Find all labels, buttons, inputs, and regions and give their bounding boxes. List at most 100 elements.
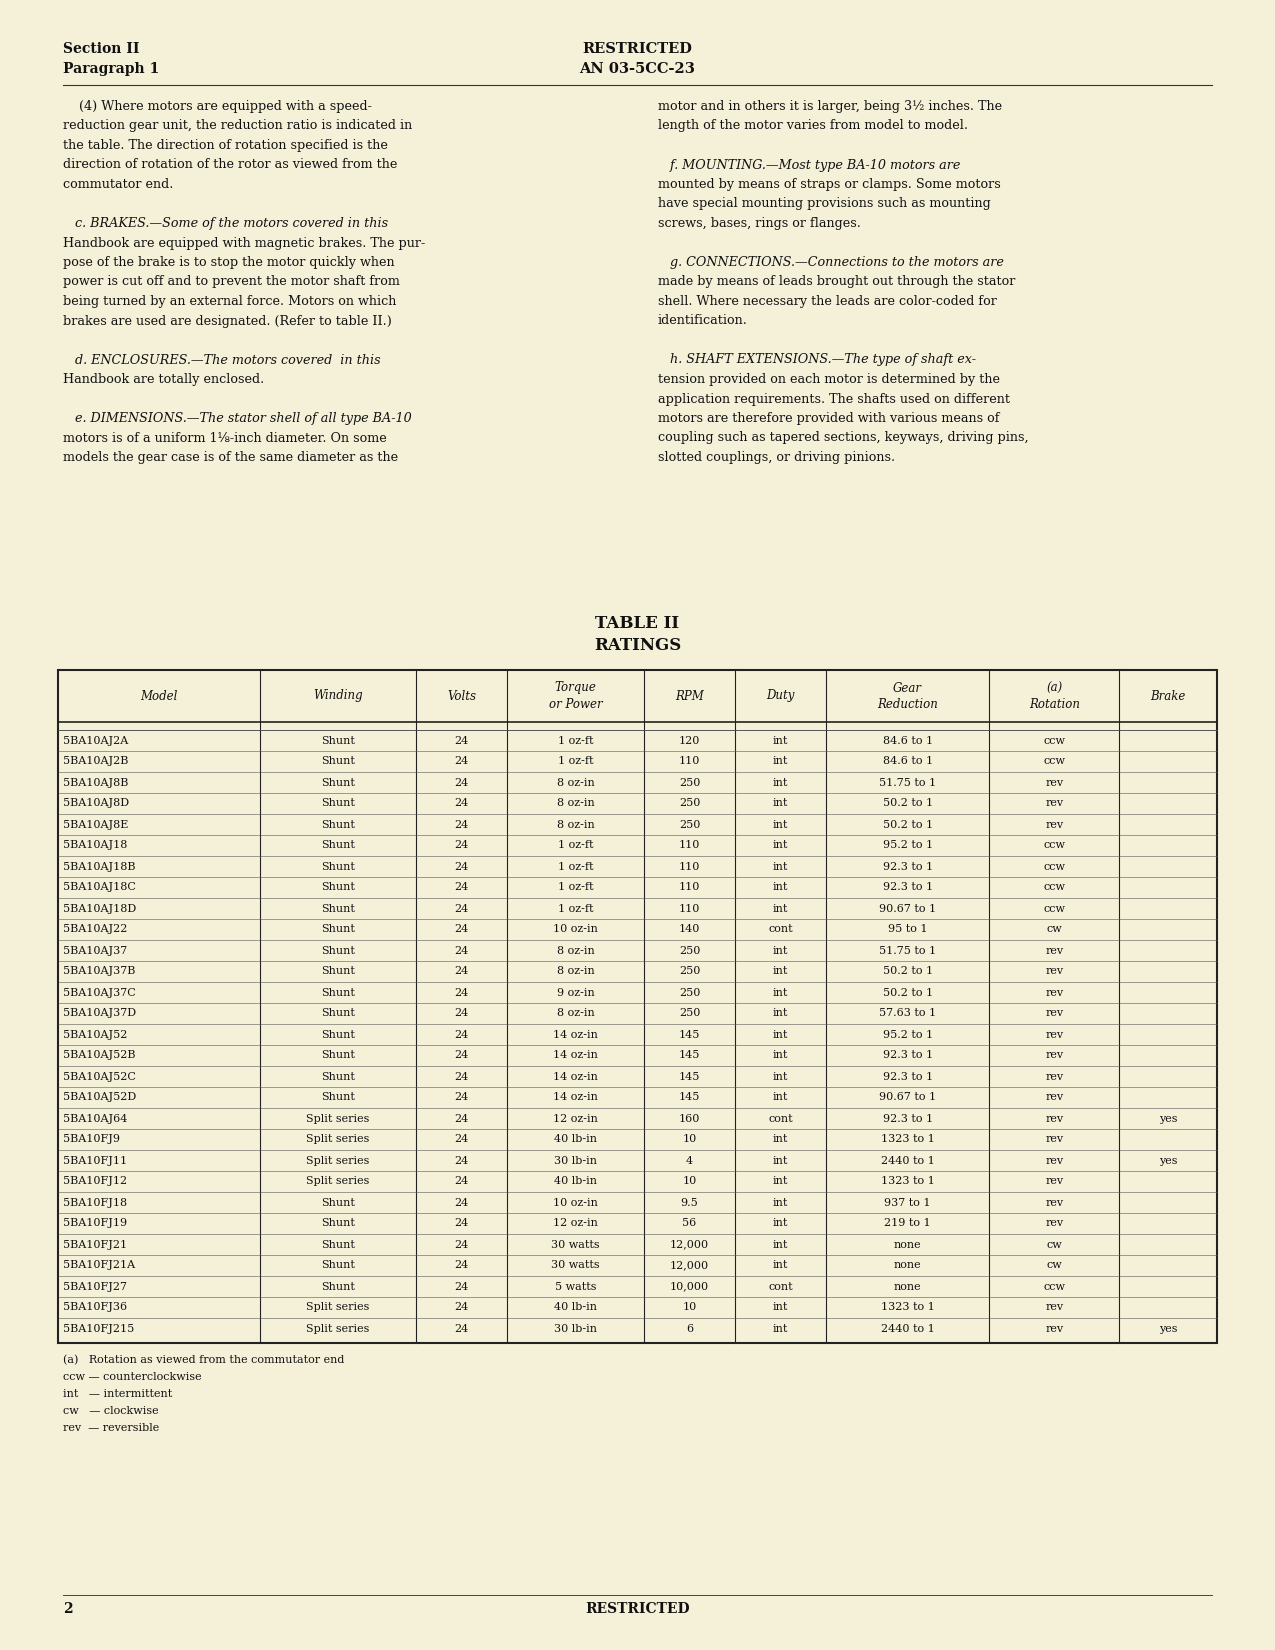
Text: rev: rev bbox=[1046, 1198, 1063, 1208]
Text: 5BA10AJ2A: 5BA10AJ2A bbox=[62, 736, 129, 746]
Text: 24: 24 bbox=[455, 1239, 469, 1249]
Text: Shunt: Shunt bbox=[321, 840, 354, 850]
Text: reduction gear unit, the reduction ratio is indicated in: reduction gear unit, the reduction ratio… bbox=[62, 119, 412, 132]
Text: cw: cw bbox=[1047, 1261, 1062, 1270]
Text: 5BA10AJ18D: 5BA10AJ18D bbox=[62, 904, 136, 914]
Text: 5BA10FJ18: 5BA10FJ18 bbox=[62, 1198, 128, 1208]
Text: 1 oz-ft: 1 oz-ft bbox=[558, 756, 593, 767]
Text: 110: 110 bbox=[678, 840, 700, 850]
Text: int: int bbox=[773, 1092, 788, 1102]
Text: Handbook are equipped with magnetic brakes. The pur-: Handbook are equipped with magnetic brak… bbox=[62, 236, 426, 249]
Text: d. ENCLOSURES.—The motors covered  in this: d. ENCLOSURES.—The motors covered in thi… bbox=[62, 353, 381, 366]
Text: int: int bbox=[773, 820, 788, 830]
Text: (a)
Rotation: (a) Rotation bbox=[1029, 681, 1080, 711]
Text: 24: 24 bbox=[455, 820, 469, 830]
Text: motors are therefore provided with various means of: motors are therefore provided with vario… bbox=[658, 412, 1000, 426]
Text: Shunt: Shunt bbox=[321, 1239, 354, 1249]
Text: 14 oz-in: 14 oz-in bbox=[553, 1030, 598, 1040]
Text: 8 oz-in: 8 oz-in bbox=[557, 799, 594, 808]
Text: 51.75 to 1: 51.75 to 1 bbox=[880, 945, 936, 955]
Text: f. MOUNTING.—Most type BA-10 motors are: f. MOUNTING.—Most type BA-10 motors are bbox=[658, 158, 960, 172]
Text: ccw: ccw bbox=[1043, 840, 1065, 850]
Text: cw: cw bbox=[1047, 924, 1062, 934]
Text: 24: 24 bbox=[455, 1092, 469, 1102]
Text: direction of rotation of the rotor as viewed from the: direction of rotation of the rotor as vi… bbox=[62, 158, 398, 172]
Text: motors is of a uniform 1⅛-inch diameter. On some: motors is of a uniform 1⅛-inch diameter.… bbox=[62, 432, 386, 444]
Text: Torque
or Power: Torque or Power bbox=[548, 681, 603, 711]
Text: 51.75 to 1: 51.75 to 1 bbox=[880, 777, 936, 787]
Text: int: int bbox=[773, 1198, 788, 1208]
Text: 937 to 1: 937 to 1 bbox=[885, 1198, 931, 1208]
Text: int: int bbox=[773, 777, 788, 787]
Text: 30 lb-in: 30 lb-in bbox=[555, 1323, 597, 1333]
Text: 24: 24 bbox=[455, 1176, 469, 1186]
Text: TABLE II: TABLE II bbox=[595, 615, 680, 632]
Text: 24: 24 bbox=[455, 945, 469, 955]
Text: 24: 24 bbox=[455, 840, 469, 850]
Text: 5BA10AJ52D: 5BA10AJ52D bbox=[62, 1092, 136, 1102]
Text: rev: rev bbox=[1046, 1218, 1063, 1229]
Text: Split series: Split series bbox=[306, 1135, 370, 1145]
Text: 110: 110 bbox=[678, 904, 700, 914]
Text: 5BA10AJ18: 5BA10AJ18 bbox=[62, 840, 128, 850]
Text: rev: rev bbox=[1046, 799, 1063, 808]
Text: 50.2 to 1: 50.2 to 1 bbox=[882, 820, 933, 830]
Text: e. DIMENSIONS.—The stator shell of all type BA-10: e. DIMENSIONS.—The stator shell of all t… bbox=[62, 412, 412, 426]
Text: models the gear case is of the same diameter as the: models the gear case is of the same diam… bbox=[62, 450, 398, 464]
Text: none: none bbox=[894, 1239, 922, 1249]
Text: int: int bbox=[773, 1323, 788, 1333]
Text: rev: rev bbox=[1046, 1323, 1063, 1333]
Text: power is cut off and to prevent the motor shaft from: power is cut off and to prevent the moto… bbox=[62, 276, 400, 289]
Text: application requirements. The shafts used on different: application requirements. The shafts use… bbox=[658, 393, 1010, 406]
Text: 5BA10AJ52: 5BA10AJ52 bbox=[62, 1030, 128, 1040]
Text: 120: 120 bbox=[678, 736, 700, 746]
Text: 5BA10AJ37D: 5BA10AJ37D bbox=[62, 1008, 136, 1018]
Text: Volts: Volts bbox=[448, 690, 476, 703]
Text: 110: 110 bbox=[678, 756, 700, 767]
Text: 40 lb-in: 40 lb-in bbox=[555, 1302, 597, 1312]
Text: 14 oz-in: 14 oz-in bbox=[553, 1071, 598, 1081]
Text: 1323 to 1: 1323 to 1 bbox=[881, 1135, 935, 1145]
Text: 90.67 to 1: 90.67 to 1 bbox=[880, 904, 936, 914]
Text: 84.6 to 1: 84.6 to 1 bbox=[882, 756, 933, 767]
Text: 250: 250 bbox=[678, 987, 700, 998]
Text: 250: 250 bbox=[678, 777, 700, 787]
Text: int: int bbox=[773, 840, 788, 850]
Text: c. BRAKES.—Some of the motors covered in this: c. BRAKES.—Some of the motors covered in… bbox=[62, 218, 388, 229]
Text: motor and in others it is larger, being 3½ inches. The: motor and in others it is larger, being … bbox=[658, 101, 1002, 112]
Text: AN 03-5CC-23: AN 03-5CC-23 bbox=[580, 63, 695, 76]
Text: rev: rev bbox=[1046, 1008, 1063, 1018]
Text: 92.3 to 1: 92.3 to 1 bbox=[882, 1071, 933, 1081]
Text: 5BA10AJ52C: 5BA10AJ52C bbox=[62, 1071, 136, 1081]
Text: ccw: ccw bbox=[1043, 883, 1065, 893]
Text: 56: 56 bbox=[682, 1218, 696, 1229]
Text: 57.63 to 1: 57.63 to 1 bbox=[880, 1008, 936, 1018]
Text: 250: 250 bbox=[678, 820, 700, 830]
Text: Split series: Split series bbox=[306, 1176, 370, 1186]
Text: 24: 24 bbox=[455, 756, 469, 767]
Text: pose of the brake is to stop the motor quickly when: pose of the brake is to stop the motor q… bbox=[62, 256, 395, 269]
Text: 110: 110 bbox=[678, 861, 700, 871]
Text: 8 oz-in: 8 oz-in bbox=[557, 777, 594, 787]
Text: cont: cont bbox=[769, 924, 793, 934]
Text: 8 oz-in: 8 oz-in bbox=[557, 820, 594, 830]
Text: 14 oz-in: 14 oz-in bbox=[553, 1092, 598, 1102]
Text: cw   — clockwise: cw — clockwise bbox=[62, 1406, 158, 1416]
Text: cont: cont bbox=[769, 1114, 793, 1124]
Text: brakes are used are designated. (Refer to table II.): brakes are used are designated. (Refer t… bbox=[62, 315, 391, 327]
Text: 24: 24 bbox=[455, 1114, 469, 1124]
Text: length of the motor varies from model to model.: length of the motor varies from model to… bbox=[658, 119, 968, 132]
Text: ccw: ccw bbox=[1043, 1282, 1065, 1292]
Text: 24: 24 bbox=[455, 1051, 469, 1061]
Text: cont: cont bbox=[769, 1282, 793, 1292]
Text: none: none bbox=[894, 1261, 922, 1270]
Text: 84.6 to 1: 84.6 to 1 bbox=[882, 736, 933, 746]
Text: 5BA10AJ37: 5BA10AJ37 bbox=[62, 945, 128, 955]
Text: 5 watts: 5 watts bbox=[555, 1282, 597, 1292]
Text: 24: 24 bbox=[455, 1030, 469, 1040]
Text: Shunt: Shunt bbox=[321, 1261, 354, 1270]
Text: Shunt: Shunt bbox=[321, 756, 354, 767]
Text: Brake: Brake bbox=[1150, 690, 1186, 703]
Text: 24: 24 bbox=[455, 1302, 469, 1312]
Text: 10: 10 bbox=[682, 1302, 696, 1312]
